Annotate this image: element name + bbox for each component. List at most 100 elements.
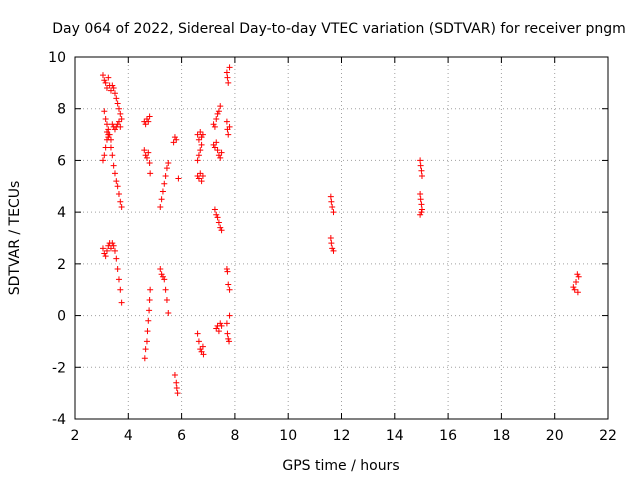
data-point	[117, 123, 124, 130]
data-point	[211, 206, 218, 213]
data-point	[161, 276, 168, 283]
data-point	[113, 255, 120, 262]
data-point	[417, 211, 424, 218]
data-point	[158, 271, 165, 278]
data-point	[144, 328, 151, 335]
data-point	[109, 82, 116, 89]
data-point	[102, 144, 109, 151]
data-point	[211, 144, 218, 151]
data-point	[194, 131, 201, 138]
data-point	[118, 203, 125, 210]
x-tick-label: 6	[177, 428, 186, 444]
data-point	[143, 338, 150, 345]
data-point	[214, 214, 221, 221]
data-point	[111, 247, 118, 254]
data-point	[99, 157, 106, 164]
data-point	[173, 384, 180, 391]
data-point	[165, 309, 172, 316]
data-point	[115, 276, 122, 283]
data-point	[195, 152, 202, 159]
data-point	[329, 245, 336, 252]
data-point	[226, 312, 233, 319]
data-point	[418, 209, 425, 216]
data-point	[226, 286, 233, 293]
data-point	[159, 273, 166, 280]
x-tick-label: 2	[71, 428, 80, 444]
data-point	[141, 147, 148, 154]
data-point	[417, 162, 424, 169]
data-point	[570, 284, 577, 291]
data-point	[107, 144, 114, 151]
data-point	[226, 123, 233, 130]
grid	[75, 57, 608, 419]
y-tick-label: 8	[57, 102, 66, 118]
data-point	[115, 191, 122, 198]
data-point	[218, 227, 225, 234]
y-tick-label: -4	[52, 412, 66, 428]
data-point	[328, 240, 335, 247]
data-point	[217, 224, 224, 231]
data-point	[215, 219, 222, 226]
data-point	[218, 149, 225, 156]
data-point	[103, 85, 110, 92]
data-point	[115, 105, 122, 112]
data-point	[113, 95, 120, 102]
y-tick-label: -2	[52, 360, 66, 376]
data-point	[105, 131, 112, 138]
data-point	[103, 121, 110, 128]
data-point	[102, 253, 109, 260]
data-point	[217, 103, 224, 110]
data-point	[197, 147, 204, 154]
data-point	[107, 87, 114, 94]
data-point	[142, 346, 149, 353]
data-point	[225, 335, 232, 342]
data-point	[199, 343, 206, 350]
data-point	[329, 203, 336, 210]
chart-title: Day 064 of 2022, Sidereal Day-to-day VTE…	[52, 21, 626, 37]
data-point	[418, 201, 425, 208]
data-point	[117, 110, 124, 117]
data-point	[197, 346, 204, 353]
data-point	[113, 178, 120, 185]
data-point	[105, 74, 112, 81]
data-point	[146, 307, 153, 314]
data-point	[145, 118, 152, 125]
data-point	[226, 64, 233, 71]
data-point	[574, 289, 581, 296]
y-tick-label: 6	[57, 153, 66, 169]
plot-frame	[74, 56, 609, 420]
data-point	[197, 170, 204, 177]
data-point	[142, 152, 149, 159]
data-point	[213, 139, 220, 146]
data-point	[224, 330, 231, 337]
data-point	[145, 149, 152, 156]
data-point	[117, 198, 124, 205]
data-point	[328, 198, 335, 205]
data-point	[114, 266, 121, 273]
data-point	[107, 245, 114, 252]
data-point	[217, 154, 224, 161]
data-point	[214, 110, 221, 117]
data-point	[118, 299, 125, 306]
data-point	[162, 172, 169, 179]
data-point	[418, 172, 425, 179]
data-points	[99, 64, 582, 397]
data-point	[198, 134, 205, 141]
data-point	[162, 286, 169, 293]
data-point	[198, 141, 205, 148]
data-point	[225, 79, 232, 86]
x-tick-label: 16	[439, 428, 457, 444]
data-point	[199, 131, 206, 138]
data-point	[171, 372, 178, 379]
data-point	[145, 317, 152, 324]
data-point	[143, 154, 150, 161]
data-point	[195, 338, 202, 345]
data-point	[103, 128, 110, 135]
data-point	[163, 165, 170, 172]
data-point	[105, 126, 112, 133]
data-point	[223, 118, 230, 125]
data-point	[225, 281, 232, 288]
data-point	[159, 188, 166, 195]
data-point	[101, 108, 108, 115]
data-point	[171, 134, 178, 141]
